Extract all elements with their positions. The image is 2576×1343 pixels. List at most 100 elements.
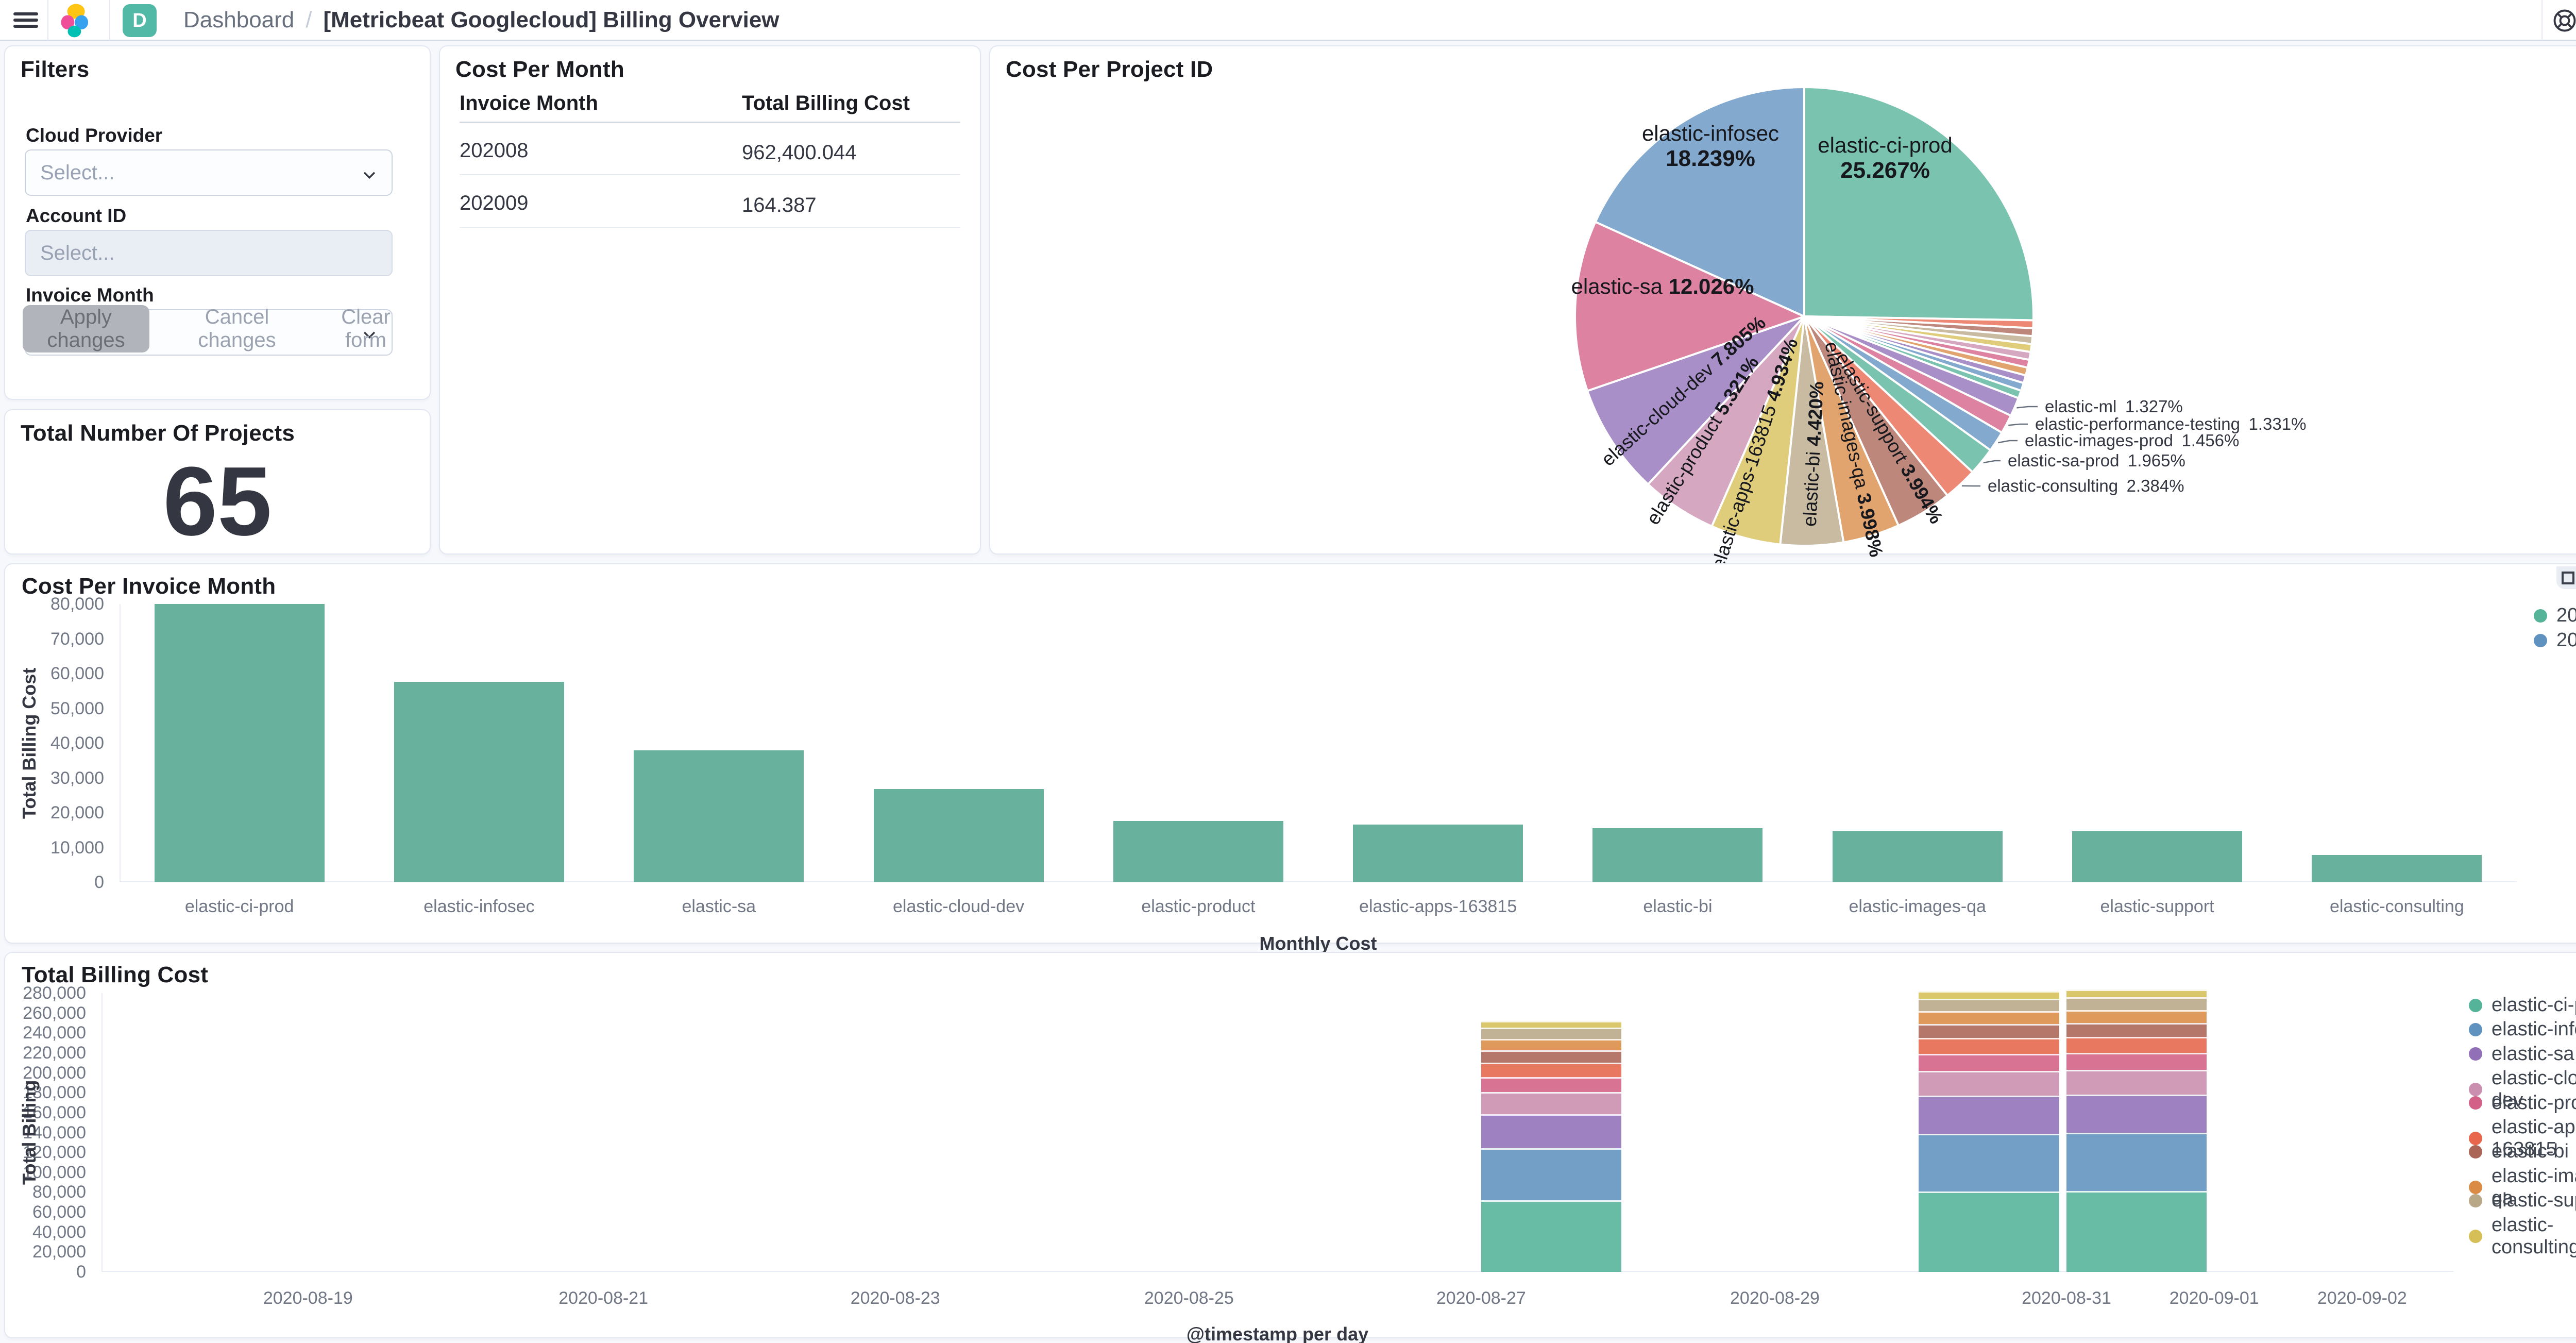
panel-cost-per-month: Cost Per Month Invoice Month Total Billi… [439,45,981,555]
bar-elastic-product[interactable] [1113,821,1283,882]
stacked-segment-elastic-cloud-dev[interactable] [2066,1069,2207,1095]
pie-callout-label-elastic-sa-prod: elastic-sa-prod 1.965% [2008,451,2185,470]
stacked-segment-elastic-bi[interactable] [1919,1024,2059,1038]
account-id-select[interactable]: Select... [25,230,393,276]
bar-elastic-sa[interactable] [634,750,804,882]
bar-elastic-cloud-dev[interactable] [873,789,1044,882]
legend-item-202008[interactable]: 202008 [2534,605,2576,627]
stacked-segment-elastic-consulting[interactable] [1919,991,2059,999]
panel-title: Filters [21,57,90,82]
legend-label: elastic-product [2492,1092,2576,1114]
legend-item-elastic-apps-163815[interactable]: elastic-apps-163815 [2469,1116,2576,1161]
stacked-segment-elastic-consulting[interactable] [2066,989,2207,998]
stacked-segment-elastic-product[interactable] [1481,1077,1622,1093]
x-axis-label: 2020-09-02 [2317,1288,2407,1308]
y-axis-tick: 80,000 [50,594,104,614]
y-axis-tick: 180,000 [23,1083,86,1103]
legend-dot [2469,1229,2482,1243]
y-axis-tick: 80,000 [32,1182,86,1202]
pie-slice-elastic-ci-prod[interactable] [1803,86,2035,322]
legend-item-elastic-images-qa[interactable]: elastic-images-qa [2469,1165,2576,1210]
bar-elastic-images-qa[interactable] [1832,831,2003,882]
menu-icon[interactable] [11,9,40,32]
panel-filters: Filters Cloud Provider Select... Account… [4,45,431,400]
stacked-segment-elastic-product[interactable] [2066,1052,2207,1070]
stacked-segment-elastic-support[interactable] [1919,998,2059,1012]
legend-dot [2469,1194,2482,1207]
select-placeholder: Select... [40,161,115,184]
legend-item-elastic-consulting[interactable]: elastic-consulting [2469,1214,2576,1258]
legend-label: 202009 [2556,629,2576,651]
stacked-segment-elastic-infosec[interactable] [1919,1133,2059,1192]
pie-callout-label-elastic-performance-testing: elastic-performance-testing 1.331% [2035,414,2307,433]
stacked-segment-elastic-product[interactable] [1919,1053,2059,1071]
stacked-segment-elastic-sa[interactable] [2066,1094,2207,1133]
legend-item-elastic-support[interactable]: elastic-support [2469,1189,2576,1212]
y-axis-tick: 220,000 [23,1043,86,1063]
stacked-segment-elastic-cloud-dev[interactable] [1481,1092,1622,1115]
legend-item-elastic-cloud-dev[interactable]: elastic-cloud-dev [2469,1067,2576,1112]
help-icon[interactable] [2551,7,2576,34]
y-axis-tick: 40,000 [32,1222,86,1242]
y-axis-tick: 100,000 [23,1162,86,1182]
stacked-segment-elastic-ci-prod[interactable] [1481,1200,1622,1272]
cancel-changes-button[interactable]: Cancel changes [175,305,299,352]
pie-label-elastic-infosec: elastic-infosec 18.239% [1641,121,1780,171]
stacked-segment-elastic-images-qa[interactable] [2066,1010,2207,1023]
stacked-segment-elastic-apps-163815[interactable] [1919,1038,2059,1054]
legend-item-elastic-infosec[interactable]: elastic-infosec [2469,1018,2576,1040]
stacked-segment-elastic-ci-prod[interactable] [2066,1191,2207,1272]
bar-elastic-consulting[interactable] [2312,855,2482,882]
pie-slice-elastic-sa[interactable] [1574,221,1805,392]
stacked-segment-elastic-sa[interactable] [1481,1114,1622,1149]
stacked-segment-elastic-images-qa[interactable] [1919,1011,2059,1025]
stacked-segment-elastic-sa[interactable] [1919,1095,2059,1134]
stacked-segment-elastic-bi[interactable] [2066,1022,2207,1037]
clear-form-button[interactable]: Clear form [319,305,412,352]
bar-elastic-infosec[interactable] [394,682,564,882]
pie-callout-label-elastic-images-prod: elastic-images-prod 1.456% [2025,431,2240,450]
panel-title: Total Billing Cost [22,962,209,987]
y-axis-tick: 0 [76,1262,86,1282]
bar-elastic-ci-prod[interactable] [154,604,325,882]
legend-item-elastic-bi[interactable]: elastic-bi [2469,1140,2569,1163]
x-axis-label: 2020-08-23 [850,1288,940,1308]
stacked-segment-elastic-apps-163815[interactable] [2066,1037,2207,1053]
y-axis-tick: 140,000 [23,1122,86,1143]
bar-elastic-apps-163815[interactable] [1353,824,1523,882]
stacked-segment-elastic-bi[interactable] [1481,1050,1622,1063]
stacked-segment-elastic-support[interactable] [2066,997,2207,1010]
bar-elastic-bi[interactable] [1592,828,1763,882]
pie-slice-elastic-cloud-dev[interactable] [1586,315,1805,485]
apply-changes-button[interactable]: Apply changes [23,305,149,352]
legend-label: elastic-cloud-dev [2492,1067,2576,1112]
legend-item-202009[interactable]: 202009 [2534,629,2576,651]
stacked-segment-elastic-infosec[interactable] [2066,1133,2207,1191]
breadcrumb-dashboard[interactable]: Dashboard [183,7,295,32]
x-axis-label: 2020-08-27 [1436,1288,1526,1308]
stacked-segment-elastic-cloud-dev[interactable] [1919,1070,2059,1096]
pie-slice-elastic-product[interactable] [1647,315,1805,528]
cloud-provider-select[interactable]: Select... [25,149,393,196]
elastic-logo-icon[interactable] [54,3,97,38]
x-axis-label: elastic-consulting [2329,897,2464,916]
stacked-segment-elastic-infosec[interactable] [1481,1148,1622,1200]
plot-area [101,993,2453,1272]
bar-elastic-support[interactable] [2072,831,2243,882]
panel-total-billing-cost: Total Billing Cost 0 20,000 40,000 60,000 80… [4,952,2576,1343]
legend-item-elastic-product[interactable]: elastic-product [2469,1092,2576,1114]
stacked-segment-elastic-ci-prod[interactable] [1919,1191,2059,1272]
stacked-segment-elastic-consulting[interactable] [1481,1020,1622,1028]
legend-item-elastic-ci-prod[interactable]: elastic-ci-prod [2469,994,2576,1016]
legend-item-elastic-sa[interactable]: elastic-sa [2469,1043,2574,1065]
legend-dot [2469,1145,2482,1159]
stacked-segment-elastic-support[interactable] [1481,1028,1622,1039]
page-title: [Metricbeat Googlecloud] Billing Overvie… [323,7,779,32]
panel-options-button[interactable] [2556,566,2576,589]
stacked-segment-elastic-apps-163815[interactable] [1481,1063,1622,1077]
divider [109,0,110,40]
pie-label-elastic-ci-prod: elastic-ci-prod 25.267% [1818,133,1953,183]
stacked-segment-elastic-images-qa[interactable] [1481,1039,1622,1051]
pie-slice-elastic-infosec[interactable] [1594,86,1805,317]
